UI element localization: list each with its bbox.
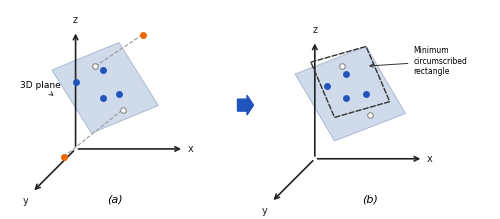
Text: x: x [188,144,194,154]
Text: Minimum
circumscribed
rectangle: Minimum circumscribed rectangle [370,46,467,76]
Polygon shape [295,46,406,141]
Text: (a): (a) [107,194,123,204]
Text: z: z [73,15,78,25]
Text: (b): (b) [362,194,378,204]
Text: z: z [312,25,318,35]
Text: y: y [262,206,268,216]
Polygon shape [52,42,158,133]
Text: 3D plane: 3D plane [20,81,61,95]
Text: x: x [427,154,433,164]
Text: y: y [22,196,28,206]
